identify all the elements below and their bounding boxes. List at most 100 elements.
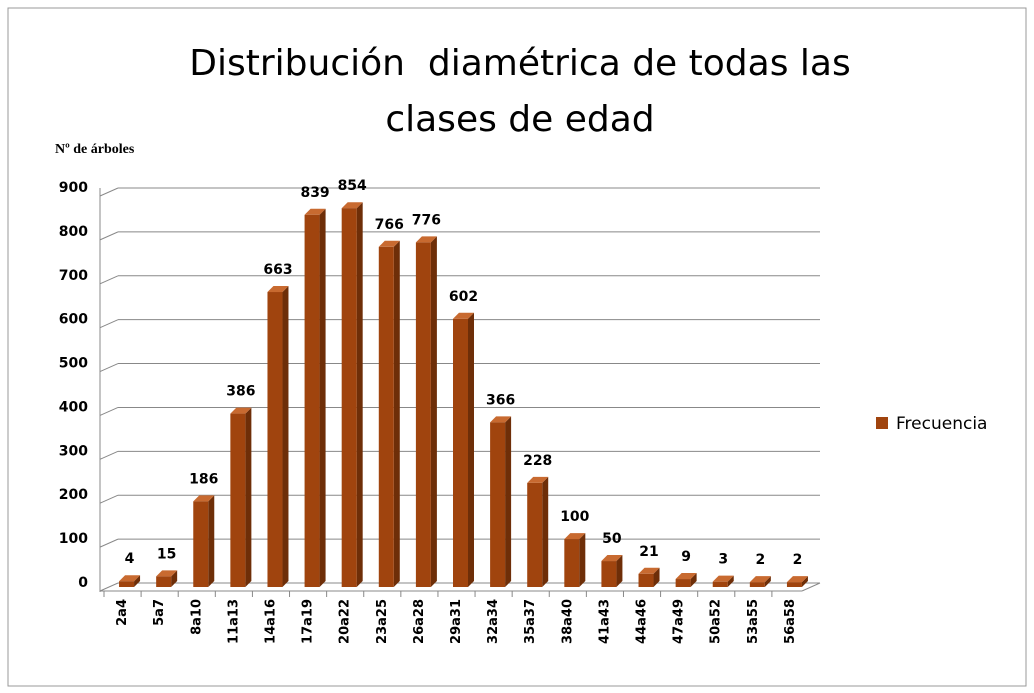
data-label: 663 [263, 262, 292, 278]
bar-top [156, 570, 178, 577]
bar-top [193, 495, 215, 502]
y-axis-label: Nº de árboles [55, 142, 135, 157]
data-label: 386 [226, 384, 255, 400]
bar-top [564, 533, 586, 540]
x-tick-label: 41a43 [597, 599, 612, 644]
bar [601, 561, 617, 587]
bar [749, 582, 765, 587]
data-label: 15 [157, 546, 176, 562]
data-label: 21 [639, 544, 658, 560]
legend-swatch [876, 417, 888, 429]
bar-side [616, 555, 623, 587]
x-tick-label: 11a13 [226, 599, 241, 644]
bar [156, 576, 172, 587]
bar-side [505, 416, 512, 587]
bar [304, 214, 320, 587]
bar-top [638, 567, 660, 574]
y-tick-label: 700 [59, 268, 88, 284]
bar-top [304, 208, 326, 215]
bar [267, 292, 283, 587]
chart-border [7, 7, 1027, 687]
bar-side [356, 202, 363, 587]
data-label: 2 [755, 552, 765, 568]
y-tick-label: 200 [59, 487, 88, 503]
bar-side [245, 407, 252, 587]
bar-top [119, 575, 141, 582]
grid-slant [99, 582, 119, 592]
data-label: 3 [718, 552, 728, 568]
bar-top [267, 286, 289, 293]
bar-side [171, 570, 178, 587]
data-label: 228 [523, 453, 552, 469]
data-label: 854 [338, 178, 367, 194]
bar [453, 318, 468, 587]
bar-side [468, 312, 474, 587]
x-tick-label: 14a16 [263, 599, 278, 644]
x-tick-label: 56a58 [783, 599, 798, 644]
grid-slant [99, 231, 119, 241]
data-label: 366 [486, 392, 515, 408]
bar-top [527, 476, 549, 483]
x-tick-label: 5a7 [152, 599, 167, 626]
bar-side [764, 576, 771, 587]
grid-slant [99, 363, 119, 373]
data-label: 602 [449, 289, 478, 305]
grid-slant [99, 494, 119, 504]
grid-slant [99, 538, 119, 548]
bar [193, 501, 209, 587]
bar-top [415, 236, 437, 243]
x-tick-label: 23a25 [375, 599, 390, 644]
x-tick-label: 2a4 [115, 599, 130, 626]
bar-side [653, 567, 660, 587]
bar-side [319, 208, 326, 587]
bar-side [542, 476, 549, 587]
bar [490, 422, 506, 587]
bar-top [490, 416, 512, 423]
bar-top [749, 576, 771, 583]
y-tick-label: 0 [78, 575, 88, 591]
bar-side [208, 495, 215, 587]
grid-slant [99, 406, 119, 416]
y-tick-label: 500 [59, 356, 88, 372]
bar [527, 482, 543, 587]
bar [712, 581, 728, 587]
legend-label: Frecuencia [896, 414, 987, 434]
x-axis-slant [801, 582, 821, 592]
data-label: 50 [602, 531, 622, 547]
bar-side [430, 236, 437, 587]
y-tick-label: 300 [59, 443, 88, 459]
bar [415, 242, 431, 587]
bar-top [675, 573, 697, 580]
data-label: 4 [125, 551, 135, 567]
bar-top [341, 202, 363, 209]
bar-top [712, 575, 734, 582]
bar-side [134, 575, 141, 587]
data-label: 186 [189, 471, 218, 487]
data-label: 839 [300, 185, 329, 201]
data-label: 9 [681, 549, 691, 565]
x-tick-label: 26a28 [412, 599, 427, 644]
bar [230, 413, 246, 587]
bar-top [786, 576, 808, 583]
data-label: 766 [375, 217, 404, 233]
y-tick-label: 900 [59, 180, 88, 196]
y-tick-label: 800 [59, 224, 88, 240]
grid-slant [99, 319, 119, 329]
bar [638, 573, 654, 587]
data-label: 776 [412, 212, 441, 228]
grid-slant [99, 187, 119, 197]
bar-top [453, 312, 474, 319]
bar-side [282, 286, 289, 587]
y-tick-label: 100 [59, 531, 88, 547]
x-tick-label: 44a46 [635, 599, 650, 644]
y-tick-label: 600 [59, 312, 88, 328]
bar [786, 582, 802, 587]
bar-side [579, 533, 586, 587]
bar-side [393, 240, 400, 588]
x-tick-label: 32a34 [486, 599, 501, 644]
bar [378, 246, 394, 588]
bar-top [601, 555, 623, 562]
bar [675, 579, 691, 587]
